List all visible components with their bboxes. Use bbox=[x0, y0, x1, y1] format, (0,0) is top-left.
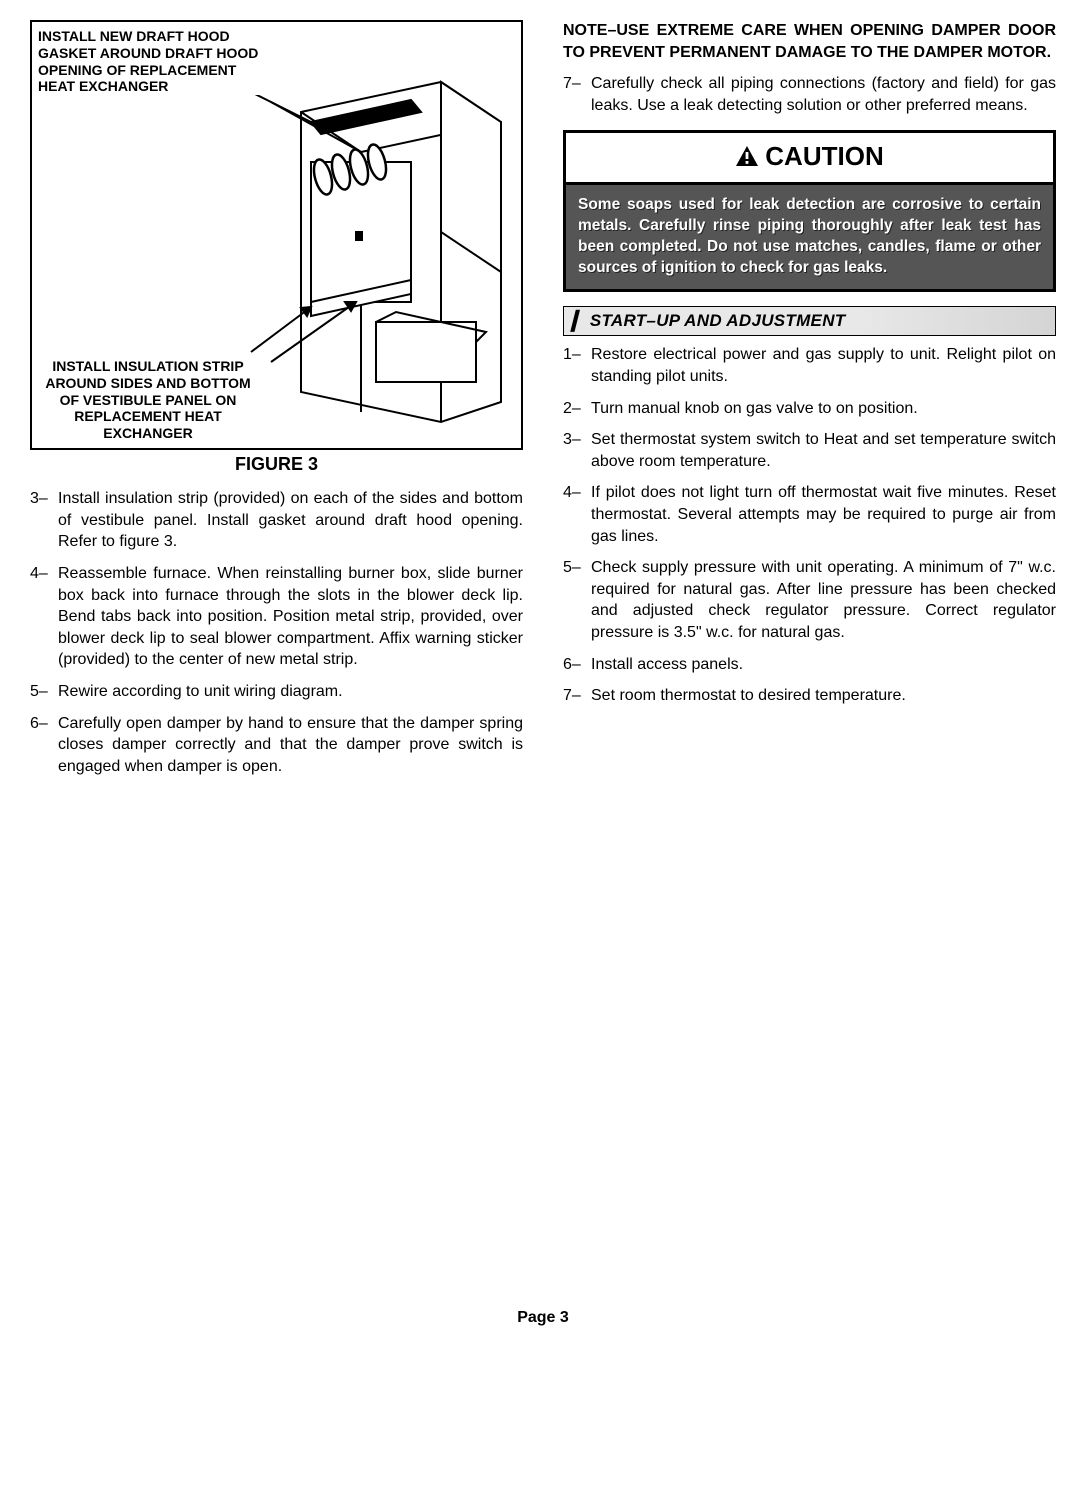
figure-3-box: INSTALL NEW DRAFT HOOD GASKET AROUND DRA… bbox=[30, 20, 523, 450]
caution-box: CAUTION Some soaps used for leak detecti… bbox=[563, 130, 1056, 292]
figure-callout-bottom: INSTALL INSULATION STRIP AROUND SIDES AN… bbox=[38, 358, 258, 442]
list-item: 3–Set thermostat system switch to Heat a… bbox=[563, 429, 1056, 472]
list-item: 3–Install insulation strip (provided) on… bbox=[30, 488, 523, 553]
list-item: 4–If pilot does not light turn off therm… bbox=[563, 482, 1056, 547]
step-text: If pilot does not light turn off thermos… bbox=[591, 482, 1056, 547]
step-text: Rewire according to unit wiring diagram. bbox=[58, 681, 523, 703]
step-number: 7– bbox=[563, 73, 591, 116]
two-column-layout: INSTALL NEW DRAFT HOOD GASKET AROUND DRA… bbox=[30, 20, 1056, 787]
step-text: Turn manual knob on gas valve to on posi… bbox=[591, 398, 1056, 420]
list-item: 6–Carefully open damper by hand to ensur… bbox=[30, 713, 523, 778]
list-item: 4–Reassemble furnace. When reinstalling … bbox=[30, 563, 523, 671]
list-item: 6–Install access panels. bbox=[563, 654, 1056, 676]
step-number: 6– bbox=[563, 654, 591, 676]
furnace-diagram bbox=[241, 22, 521, 442]
step-number: 3– bbox=[563, 429, 591, 472]
damper-note: NOTE–USE EXTREME CARE WHEN OPENING DAMPE… bbox=[563, 20, 1056, 63]
step-number: 4– bbox=[563, 482, 591, 547]
step-number: 7– bbox=[563, 685, 591, 707]
step-number: 1– bbox=[563, 344, 591, 387]
step-text: Set thermostat system switch to Heat and… bbox=[591, 429, 1056, 472]
step-text: Carefully check all piping connections (… bbox=[591, 73, 1056, 116]
page-number: Page 3 bbox=[30, 1307, 1056, 1329]
step-number: 4– bbox=[30, 563, 58, 671]
startup-steps-list: 1–Restore electrical power and gas suppl… bbox=[563, 344, 1056, 706]
left-steps-list: 3–Install insulation strip (provided) on… bbox=[30, 488, 523, 777]
section-title: START–UP AND ADJUSTMENT bbox=[590, 310, 846, 333]
warning-icon bbox=[735, 141, 759, 176]
list-item: 5–Check supply pressure with unit operat… bbox=[563, 557, 1056, 643]
list-item: 7–Set room thermostat to desired tempera… bbox=[563, 685, 1056, 707]
figure-caption: FIGURE 3 bbox=[30, 452, 523, 476]
step-number: 5– bbox=[30, 681, 58, 703]
figure-callout-top: INSTALL NEW DRAFT HOOD GASKET AROUND DRA… bbox=[38, 28, 273, 95]
step-text: Check supply pressure with unit operatin… bbox=[591, 557, 1056, 643]
step-text: Set room thermostat to desired temperatu… bbox=[591, 685, 1056, 707]
step-text: Install access panels. bbox=[591, 654, 1056, 676]
right-step7-list: 7– Carefully check all piping connection… bbox=[563, 73, 1056, 116]
step-number: 6– bbox=[30, 713, 58, 778]
step-number: 5– bbox=[563, 557, 591, 643]
step-text: Carefully open damper by hand to ensure … bbox=[58, 713, 523, 778]
step-text: Restore electrical power and gas supply … bbox=[591, 344, 1056, 387]
list-item: 5–Rewire according to unit wiring diagra… bbox=[30, 681, 523, 703]
left-column: INSTALL NEW DRAFT HOOD GASKET AROUND DRA… bbox=[30, 20, 523, 787]
step-text: Reassemble furnace. When reinstalling bu… bbox=[58, 563, 523, 671]
step-number: 3– bbox=[30, 488, 58, 553]
list-item: 2–Turn manual knob on gas valve to on po… bbox=[563, 398, 1056, 420]
list-item: 1–Restore electrical power and gas suppl… bbox=[563, 344, 1056, 387]
chevron-icon: ▎ bbox=[572, 309, 586, 333]
list-item: 7– Carefully check all piping connection… bbox=[563, 73, 1056, 116]
section-header-bar: ▎ START–UP AND ADJUSTMENT bbox=[563, 306, 1056, 336]
right-column: NOTE–USE EXTREME CARE WHEN OPENING DAMPE… bbox=[563, 20, 1056, 787]
step-number: 2– bbox=[563, 398, 591, 420]
caution-body: Some soaps used for leak detection are c… bbox=[566, 185, 1053, 289]
step-text: Install insulation strip (provided) on e… bbox=[58, 488, 523, 553]
caution-label: CAUTION bbox=[765, 141, 883, 171]
caution-header: CAUTION bbox=[566, 133, 1053, 185]
